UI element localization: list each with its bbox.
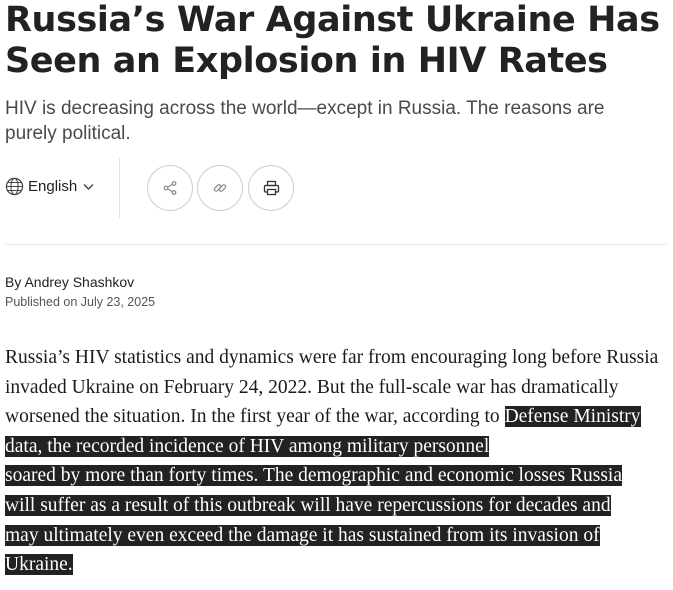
share-icon [163,181,177,195]
copy-link-button[interactable] [197,165,243,211]
article-toolbar: English [5,158,667,220]
paragraph: Russia’s HIV statistics and dynamics wer… [5,343,667,580]
article-body: Russia’s HIV statistics and dynamics wer… [5,343,667,580]
byline: By Andrey Shashkov Published on July 23,… [5,273,155,310]
language-label: English [28,178,78,195]
toolbar-divider [119,158,120,218]
selected-text: Ukraine. [5,554,73,576]
print-icon [263,180,279,196]
article-title: Russia’s War Against Ukraine Has Seen an… [5,0,660,81]
selected-text: soared by more than forty times. The dem… [5,465,622,487]
paragraph-text: Russia’s HIV statistics and dynamics wer… [5,347,659,428]
link-icon [213,184,227,192]
chevron-down-icon [83,183,94,190]
author-name: By Andrey Shashkov [5,274,135,290]
share-button[interactable] [147,165,193,211]
publish-date: Published on July 23, 2025 [5,295,156,309]
article: Russia’s War Against Ukraine Has Seen an… [5,0,667,576]
print-button[interactable] [248,165,294,211]
selected-text: may ultimately even exceed the damage it… [5,524,600,546]
section-divider [5,244,667,245]
globe-icon [5,177,24,196]
language-selector[interactable]: English [5,177,98,196]
article-subtitle: HIV is decreasing across the world—excep… [5,98,605,144]
selected-text: will suffer as a result of this outbreak… [5,494,611,516]
